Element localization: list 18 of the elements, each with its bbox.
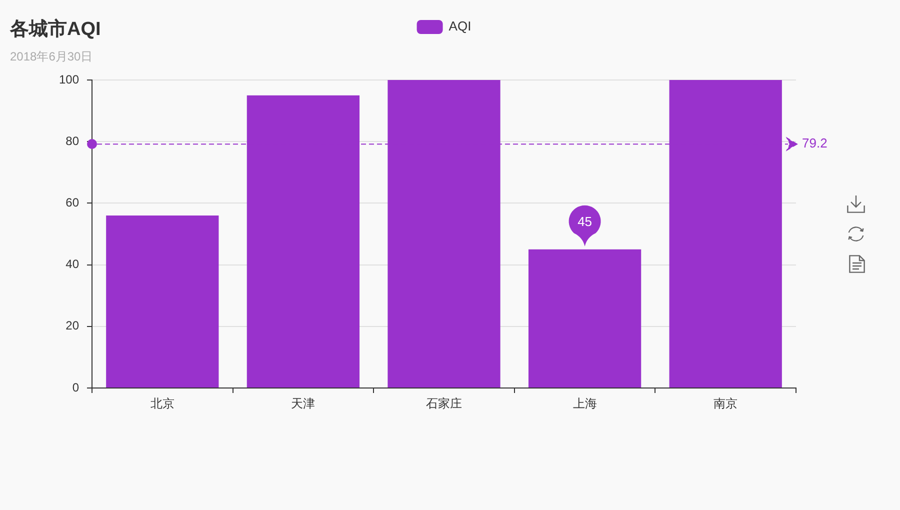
x-tick-label: 石家庄 (426, 396, 462, 411)
y-tick-label: 100 (58, 72, 80, 86)
ref-line-label: 79.2 (802, 136, 828, 151)
x-tick-label: 南京 (714, 396, 738, 411)
bar (106, 216, 219, 388)
x-tick-label: 北京 (150, 396, 174, 411)
x-tick-label: 上海 (572, 396, 597, 411)
annotation: 45 (578, 214, 592, 229)
bar (528, 249, 642, 388)
y-tick-label: 60 (66, 196, 80, 210)
y-tick-label: 80 (66, 134, 80, 148)
chart-title: 各城市AQI (9, 18, 101, 40)
legend-label: AQI (448, 18, 472, 34)
chart-subtitle: 2018年6月30日 (10, 49, 93, 64)
x-tick-label: 天津 (291, 396, 316, 411)
y-tick-label: 40 (66, 257, 80, 272)
y-tick-label: 0 (72, 380, 80, 394)
y-tick-label: 20 (66, 318, 80, 333)
